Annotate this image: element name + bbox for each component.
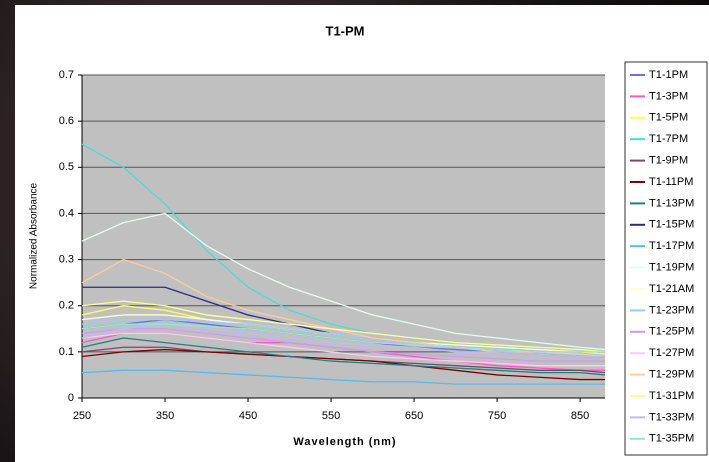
legend-box xyxy=(624,61,708,456)
legend-label: T1-1PM xyxy=(649,69,688,81)
y-tick-label: 0.2 xyxy=(59,300,74,312)
series-line xyxy=(81,212,606,351)
y-tick-label: 0.5 xyxy=(59,161,74,173)
plot-area xyxy=(82,75,605,398)
x-tick-label: 350 xyxy=(156,410,174,422)
y-tick-label: 0.6 xyxy=(59,115,74,127)
legend-label: T1-33PM xyxy=(649,411,694,423)
y-tick-label: 0.7 xyxy=(59,69,74,81)
y-axis-label: Normalized Absorbance xyxy=(29,182,40,289)
legend-label: T1-5PM xyxy=(649,112,688,124)
series-line xyxy=(81,328,605,362)
x-tick-label: 450 xyxy=(239,410,257,422)
series-line xyxy=(81,369,605,385)
legend-label: T1-13PM xyxy=(649,197,694,209)
y-tick-label: 0.3 xyxy=(59,253,74,265)
series-line xyxy=(81,337,606,376)
legend-label: T1-29PM xyxy=(649,369,694,381)
series-line xyxy=(81,300,606,353)
x-tick-label: 750 xyxy=(488,410,506,422)
legend-label: T1-19PM xyxy=(649,262,694,274)
legend-label: T1-9PM xyxy=(649,155,688,167)
y-tick-label: 0.1 xyxy=(59,346,74,358)
chart-title: T1-PM xyxy=(326,23,365,38)
x-tick-label: 650 xyxy=(405,410,423,422)
legend-label: T1-25PM xyxy=(649,326,694,338)
legend-label: T1-17PM xyxy=(649,240,694,252)
series-line xyxy=(81,348,605,381)
legend-label: T1-35PM xyxy=(649,433,694,445)
legend-label: T1-27PM xyxy=(649,347,694,359)
x-axis-label: Wavelength (nm) xyxy=(293,436,396,448)
y-tick-label: 0 xyxy=(68,392,74,404)
legend-label: T1-7PM xyxy=(649,133,688,145)
x-tick-label: 550 xyxy=(322,410,340,422)
y-tick-label: 0.4 xyxy=(59,207,74,219)
legend-label: T1-15PM xyxy=(649,219,694,231)
x-tick-label: 850 xyxy=(571,410,589,422)
series-line xyxy=(81,323,605,353)
legend-label: T1-3PM xyxy=(649,90,688,102)
legend-label: T1-31PM xyxy=(649,390,694,402)
legend-label: T1-23PM xyxy=(649,304,694,316)
x-tick-label: 250 xyxy=(73,410,91,422)
legend-label: T1-21AM xyxy=(649,283,694,295)
series-line xyxy=(81,332,605,367)
legend-label: T1-11PM xyxy=(649,176,693,188)
